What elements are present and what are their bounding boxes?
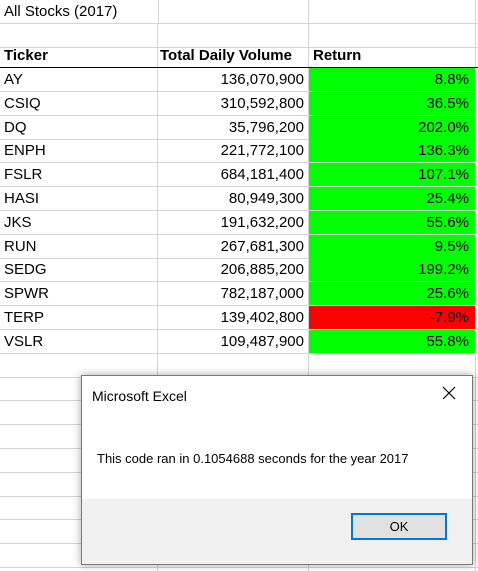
blank-row	[0, 24, 478, 48]
ticker-cell[interactable]: SEDG	[0, 258, 158, 282]
empty-cell[interactable]	[309, 496, 476, 520]
return-cell[interactable]: 8.8%	[309, 68, 476, 91]
volume-cell[interactable]: 109,487,900	[158, 329, 309, 353]
empty-row	[0, 567, 478, 571]
ticker-cell[interactable]: JKS	[0, 210, 158, 234]
close-icon[interactable]	[440, 385, 458, 403]
empty-cell[interactable]	[309, 377, 476, 401]
table-row: CSIQ 310,592,800 36.5%	[0, 91, 478, 116]
return-cell[interactable]: 55.6%	[309, 210, 476, 234]
table-row: FSLR 684,181,400 107.1%	[0, 163, 478, 188]
volume-cell[interactable]: 139,402,800	[158, 306, 309, 329]
dialog-footer: OK	[82, 499, 472, 564]
empty-cell[interactable]	[158, 24, 309, 47]
message-dialog: Microsoft Excel This code ran in 0.10546…	[81, 375, 473, 565]
return-cell[interactable]: 199.2%	[309, 258, 476, 282]
header-volume[interactable]: Total Daily Volume	[158, 44, 309, 67]
return-cell[interactable]: 136.3%	[309, 139, 476, 163]
table-row: SPWR 782,187,000 25.6%	[0, 282, 478, 307]
ticker-cell[interactable]: CSIQ	[0, 91, 158, 115]
volume-cell[interactable]: 221,772,100	[158, 139, 309, 163]
empty-cell[interactable]	[309, 0, 476, 23]
header-row: Ticker Total Daily Volume Return	[0, 44, 478, 68]
empty-cell[interactable]	[0, 567, 158, 571]
table-row: DQ 35,796,200 202.0%	[0, 115, 478, 140]
empty-cell[interactable]	[309, 425, 476, 448]
empty-cell[interactable]	[158, 0, 309, 23]
header-return[interactable]: Return	[309, 44, 476, 67]
volume-cell[interactable]: 35,796,200	[158, 115, 309, 139]
ticker-cell[interactable]: AY	[0, 68, 158, 91]
empty-cell[interactable]	[309, 353, 476, 377]
return-cell[interactable]: 25.6%	[309, 282, 476, 306]
empty-cell[interactable]	[309, 448, 476, 472]
return-cell[interactable]: 25.4%	[309, 187, 476, 210]
empty-cell[interactable]	[309, 24, 476, 47]
return-cell[interactable]: 107.1%	[309, 163, 476, 187]
ticker-cell[interactable]: HASI	[0, 187, 158, 210]
close-icon-glyph	[442, 386, 456, 400]
table-row: RUN 267,681,300 9.5%	[0, 234, 478, 259]
header-ticker[interactable]: Ticker	[0, 44, 158, 67]
table-row: ENPH 221,772,100 136.3%	[0, 139, 478, 164]
empty-cell[interactable]	[309, 567, 476, 571]
ok-button[interactable]: OK	[351, 513, 447, 540]
volume-cell[interactable]: 136,070,900	[158, 68, 309, 91]
volume-cell[interactable]: 80,949,300	[158, 187, 309, 210]
volume-cell[interactable]: 684,181,400	[158, 163, 309, 187]
volume-cell[interactable]: 267,681,300	[158, 234, 309, 258]
table-row: AY 136,070,900 8.8%	[0, 68, 478, 92]
table-row: SEDG 206,885,200 199.2%	[0, 258, 478, 283]
title-row: All Stocks (2017)	[0, 0, 478, 24]
empty-cell[interactable]	[158, 567, 309, 571]
sheet-title[interactable]: All Stocks (2017)	[4, 3, 118, 20]
volume-cell[interactable]: 782,187,000	[158, 282, 309, 306]
return-cell[interactable]: 55.8%	[309, 329, 476, 353]
ticker-cell[interactable]: VSLR	[0, 329, 158, 353]
empty-cell[interactable]	[158, 353, 309, 377]
empty-cell[interactable]	[0, 353, 158, 377]
ticker-cell[interactable]: RUN	[0, 234, 158, 258]
empty-row	[0, 353, 478, 378]
table-row: JKS 191,632,200 55.6%	[0, 210, 478, 235]
return-cell[interactable]: 9.5%	[309, 234, 476, 258]
ticker-cell[interactable]: ENPH	[0, 139, 158, 163]
volume-cell[interactable]: 206,885,200	[158, 258, 309, 282]
empty-cell[interactable]	[0, 24, 158, 47]
ticker-cell[interactable]: FSLR	[0, 163, 158, 187]
return-cell[interactable]: 202.0%	[309, 115, 476, 139]
table-row: VSLR 109,487,900 55.8%	[0, 329, 478, 354]
volume-cell[interactable]: 191,632,200	[158, 210, 309, 234]
dialog-message: This code ran in 0.1054688 seconds for t…	[97, 451, 409, 466]
table-row: TERP 139,402,800 -7.9%	[0, 306, 478, 330]
ticker-cell[interactable]: TERP	[0, 306, 158, 329]
empty-cell[interactable]	[309, 544, 476, 567]
return-cell[interactable]: 36.5%	[309, 91, 476, 115]
empty-cell[interactable]	[309, 401, 476, 425]
table-row: HASI 80,949,300 25.4%	[0, 187, 478, 211]
empty-cell[interactable]	[309, 520, 476, 544]
ticker-cell[interactable]: SPWR	[0, 282, 158, 306]
empty-cell[interactable]	[309, 472, 476, 496]
ticker-cell[interactable]: DQ	[0, 115, 158, 139]
dialog-title: Microsoft Excel	[92, 388, 187, 404]
volume-cell[interactable]: 310,592,800	[158, 91, 309, 115]
return-cell[interactable]: -7.9%	[309, 306, 476, 329]
